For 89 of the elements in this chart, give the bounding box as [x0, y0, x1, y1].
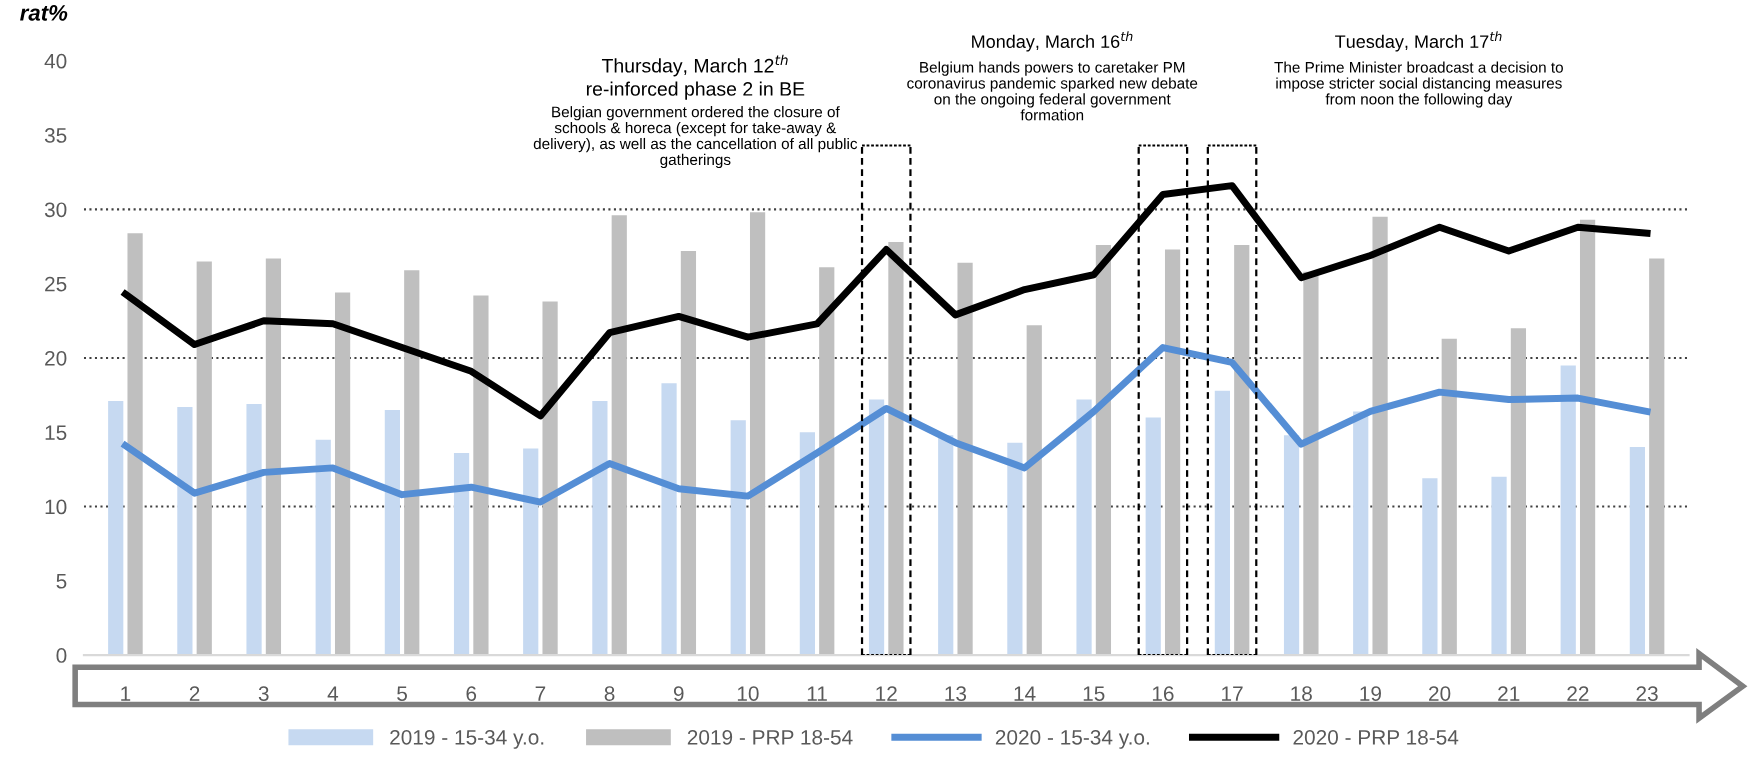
y-tick-label: 30 — [44, 202, 67, 218]
x-tick-label: 13 — [945, 686, 967, 701]
x-tick-label: 23 — [1636, 686, 1658, 701]
x-tick-label: 16 — [1152, 686, 1174, 701]
bar — [384, 409, 400, 656]
bar — [315, 439, 331, 656]
bar — [1510, 328, 1527, 656]
y-tick-label: 20 — [45, 350, 67, 366]
bar — [1026, 325, 1042, 656]
bar — [1422, 478, 1438, 656]
x-tick-label: 4 — [327, 686, 339, 701]
x-tick-label: 1 — [121, 686, 131, 701]
bar — [1629, 447, 1645, 656]
legend-label: 2020 - 15-34 y.o. — [995, 729, 1149, 749]
bar — [819, 267, 835, 656]
bar — [473, 295, 489, 656]
bar — [1145, 417, 1161, 656]
legend-label: 2019 - 15-34 y.o. — [390, 729, 544, 749]
x-tick-label: 19 — [1360, 686, 1381, 701]
x-tick-label: 8 — [604, 686, 615, 701]
bar — [730, 420, 746, 656]
bar — [177, 406, 193, 656]
y-axis-title: rat% — [20, 5, 68, 21]
x-tick-label: 7 — [535, 686, 546, 701]
bar — [127, 233, 143, 656]
bar — [1441, 338, 1457, 656]
x-tick-label: 18 — [1291, 686, 1312, 701]
annotation: Belgian government ordered the closure of schools & horeca (except for take-away & delivery), as well as the cancellation of all public gatherings — [533, 106, 858, 169]
bar — [799, 432, 815, 656]
bar — [1649, 258, 1665, 656]
bar — [938, 435, 954, 656]
y-tick-label: 0 — [56, 648, 67, 663]
annotation: The Prime Minister broadcast a decision to impose stricter social distancing measures from noon the following day — [1274, 61, 1563, 108]
bar — [1579, 219, 1596, 656]
x-tick-label: 12 — [876, 686, 897, 701]
bar — [1560, 365, 1576, 656]
bar — [108, 401, 124, 656]
bar — [1283, 435, 1300, 656]
bar — [749, 212, 766, 656]
bar — [334, 292, 351, 656]
y-tick-label: 35 — [44, 128, 67, 143]
y-tick-label: 40 — [44, 53, 67, 69]
bar — [1303, 271, 1319, 656]
bar — [1164, 249, 1181, 656]
text: Thursday, March 12$^{th}$ re-inforced phase 2 in BE — [586, 54, 805, 100]
text: Tuesday, March 17$^{th}$ — [1335, 31, 1502, 52]
x-tick-label: 21 — [1498, 686, 1520, 701]
x-tick-label: 15 — [1083, 686, 1105, 701]
bar — [453, 453, 470, 656]
annotation: Belgium hands powers to caretaker PM coronavirus pandemic sparked new debate on the ongoing federal government formation — [907, 61, 1198, 121]
bar — [592, 401, 608, 656]
bar — [957, 262, 973, 656]
x-tick-label: 5 — [397, 686, 407, 701]
bar — [1214, 390, 1230, 656]
bar — [1076, 399, 1092, 656]
y-tick-label: 5 — [56, 574, 67, 589]
x-tick-label: 17 — [1222, 686, 1243, 701]
x-tick-label: 22 — [1567, 686, 1589, 701]
bar — [888, 242, 904, 656]
bar — [680, 250, 697, 656]
y-tick-label: 25 — [45, 276, 67, 292]
bar — [246, 404, 262, 656]
bar — [1353, 411, 1369, 656]
bar — [196, 261, 212, 656]
x-tick-label: 10 — [737, 686, 759, 701]
text: Monday, March 16$^{th}$ — [972, 31, 1133, 52]
bar — [404, 270, 420, 656]
x-tick-label: 6 — [466, 686, 477, 701]
legend-label: 2019 - PRP 18-54 — [687, 729, 853, 745]
x-tick-label: 9 — [673, 686, 684, 701]
y-tick-label: 15 — [45, 425, 67, 440]
bar — [1095, 245, 1112, 656]
bar — [661, 383, 677, 656]
y-tick-label: 10 — [45, 499, 67, 515]
bar — [1372, 216, 1388, 656]
x-tick-label: 14 — [1014, 686, 1036, 701]
x-tick-label: 3 — [258, 686, 269, 701]
legend-label: 2020 - PRP 18-54 — [1293, 729, 1459, 745]
bar — [1234, 245, 1250, 656]
bar — [1007, 442, 1023, 656]
bar — [542, 301, 558, 656]
bar — [611, 215, 627, 656]
x-tick-label: 11 — [807, 686, 827, 701]
bar — [523, 448, 539, 656]
x-tick-label: 20 — [1429, 686, 1451, 701]
bar — [1491, 476, 1507, 656]
bar — [265, 258, 282, 656]
x-tick-label: 2 — [189, 686, 200, 701]
bar — [868, 399, 885, 656]
